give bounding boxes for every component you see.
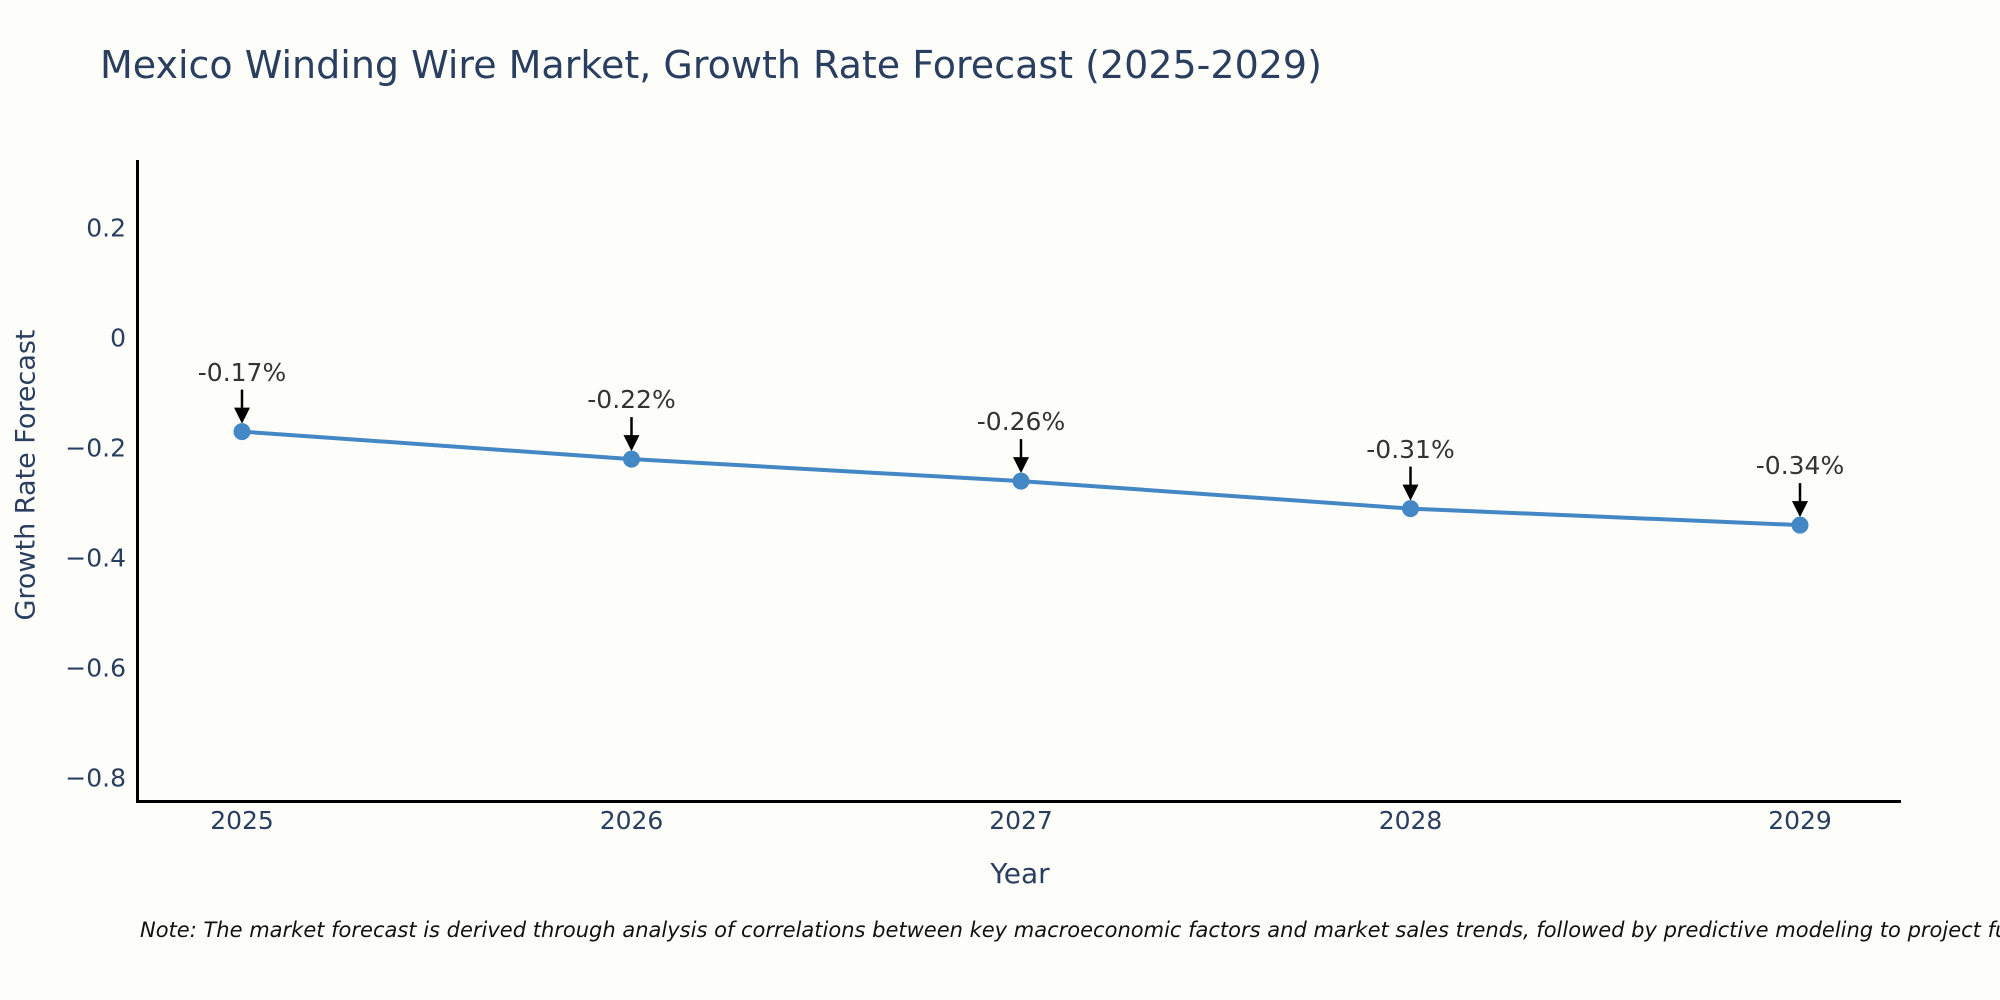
y-tick-label: 0.2: [86, 213, 126, 243]
footnote: Note: The market forecast is derived thr…: [140, 918, 2000, 942]
x-tick-label: 2025: [210, 806, 274, 835]
y-tick-label: −0.8: [65, 763, 126, 793]
data-point-marker[interactable]: [1402, 500, 1419, 518]
annotation-arrowhead-icon: [234, 407, 250, 424]
data-point-marker[interactable]: [1012, 472, 1030, 490]
annotation-arrowhead-icon: [1013, 457, 1029, 474]
point-value-label: -0.17%: [197, 357, 287, 387]
chart-title: Mexico Winding Wire Market, Growth Rate …: [100, 43, 1322, 87]
x-tick-label: 2028: [1378, 806, 1443, 835]
data-point-marker[interactable]: [623, 450, 640, 468]
point-value-label: -0.31%: [1366, 434, 1455, 464]
data-point-marker[interactable]: [233, 423, 251, 441]
x-tick-label: 2027: [989, 806, 1053, 835]
y-axis-title: Growth Rate Forecast: [10, 329, 42, 621]
y-axis-line: [136, 160, 139, 803]
y-tick-label: −0.6: [65, 653, 126, 683]
point-value-label: -0.26%: [976, 407, 1066, 437]
point-value-label: -0.22%: [587, 385, 676, 415]
x-axis-line: [136, 800, 1901, 803]
x-tick-label: 2029: [1768, 806, 1832, 835]
y-tick-label: 0: [110, 323, 126, 353]
y-tick-label: −0.4: [65, 543, 126, 573]
x-tick-label: 2026: [599, 806, 664, 835]
annotation-arrowhead-icon: [1402, 484, 1419, 501]
data-point-marker[interactable]: [1791, 516, 1809, 534]
point-value-label: -0.34%: [1755, 451, 1845, 481]
annotation-arrowhead-icon: [1792, 501, 1808, 518]
y-tick-label: −0.2: [65, 433, 126, 463]
annotation-arrowhead-icon: [623, 435, 640, 452]
x-axis-title: Year: [990, 857, 1050, 890]
